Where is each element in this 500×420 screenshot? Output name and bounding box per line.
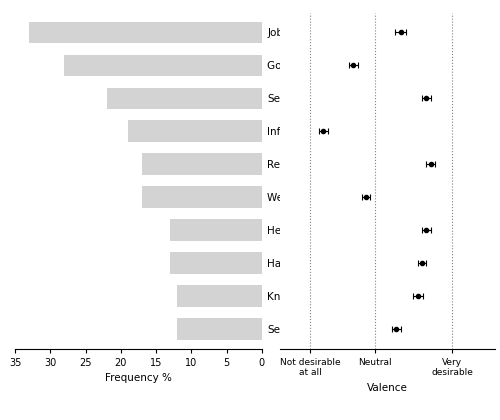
Bar [177, 318, 262, 339]
Bar [170, 252, 262, 274]
X-axis label: Frequency %: Frequency % [105, 373, 172, 383]
Bar [64, 55, 262, 76]
X-axis label: Valence: Valence [367, 383, 408, 393]
Bar [170, 219, 262, 241]
Bar [106, 87, 262, 109]
Bar [177, 285, 262, 307]
Bar [142, 186, 262, 208]
Bar [142, 153, 262, 175]
Bar [29, 22, 262, 43]
Bar [128, 121, 262, 142]
